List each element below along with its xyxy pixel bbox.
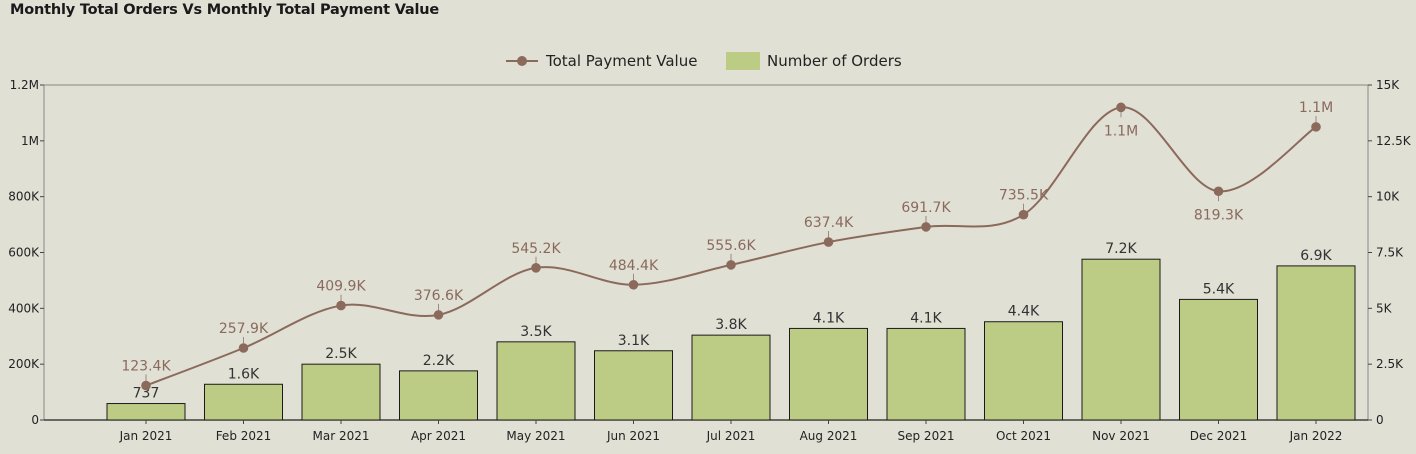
y-right-tick-label: 0 <box>1376 413 1384 427</box>
x-tick-label: Oct 2021 <box>996 429 1051 443</box>
legend-bar-swatch <box>726 52 760 70</box>
y-left-tick-label: 1.2M <box>10 78 39 92</box>
legend-label-bar: Number of Orders <box>767 52 902 70</box>
y-left-tick-label: 800K <box>8 190 40 204</box>
line-data-label: 1.1M <box>1104 123 1138 139</box>
y-right-tick-label: 2.5K <box>1376 357 1404 371</box>
bar-data-label: 3.5K <box>520 324 552 340</box>
line-point <box>823 237 834 247</box>
y-left-tick-label: 400K <box>8 301 40 315</box>
y-right-tick-label: 10K <box>1376 190 1400 204</box>
bar <box>789 327 868 421</box>
x-tick-label: Aug 2021 <box>800 429 858 443</box>
x-tick-label: Feb 2021 <box>216 429 272 443</box>
line-data-label: 1.1M <box>1299 100 1333 116</box>
bar <box>301 363 381 421</box>
line-point <box>1018 209 1029 220</box>
line-point <box>726 260 736 270</box>
bar-data-label: 6.9K <box>1300 248 1332 264</box>
bar <box>1081 258 1161 421</box>
x-tick-label: Jan 2021 <box>119 429 173 443</box>
bar-data-label: 2.5K <box>325 346 357 362</box>
bar <box>106 403 186 421</box>
y-left-tick-label: 0 <box>31 413 39 427</box>
bar-data-label: 4.1K <box>910 310 942 326</box>
line-data-label: 376.6K <box>414 288 464 304</box>
bar <box>984 321 1063 421</box>
bar-data-label: 7.2K <box>1105 241 1137 257</box>
y-left-tick-label: 200K <box>8 357 40 371</box>
bar-data-label: 5.4K <box>1203 281 1235 297</box>
x-tick-label: Sep 2021 <box>898 429 955 443</box>
bar-data-label: 4.4K <box>1008 304 1040 320</box>
bar-data-label: 3.1K <box>618 333 650 349</box>
y-right-tick-label: 12.5K <box>1376 134 1412 148</box>
y-left-tick-label: 600K <box>8 246 40 260</box>
line-data-label: 123.4K <box>121 359 171 375</box>
line-point <box>433 310 444 320</box>
x-tick-label: Nov 2021 <box>1092 429 1150 443</box>
line-data-label: 735.5K <box>999 188 1049 204</box>
x-tick-label: Jan 2022 <box>1289 429 1343 443</box>
bar-data-label: 3.8K <box>715 317 747 333</box>
bar <box>1276 265 1356 421</box>
line-data-label: 409.9K <box>316 279 366 295</box>
line-data-label: 484.4K <box>609 258 659 274</box>
line-data-label: 555.6K <box>706 238 756 254</box>
y-right-tick-label: 15K <box>1376 78 1400 92</box>
line-point <box>238 343 249 353</box>
line-data-label: 545.2K <box>511 241 561 257</box>
line-point <box>1213 186 1224 197</box>
line-data-label: 257.9K <box>219 321 269 337</box>
y-right-tick-label: 7.5K <box>1376 246 1404 260</box>
bar <box>886 327 966 421</box>
y-right-tick-label: 5K <box>1376 301 1393 315</box>
bar <box>594 350 673 421</box>
legend-label-line: Total Payment Value <box>545 52 697 70</box>
x-tick-label: Mar 2021 <box>313 429 370 443</box>
bar <box>496 341 576 421</box>
line-point <box>921 222 931 232</box>
bar <box>399 370 478 421</box>
bar <box>204 383 283 421</box>
line-point <box>628 279 639 290</box>
bar <box>691 334 771 421</box>
line-point <box>1311 122 1321 132</box>
line-point <box>531 262 541 273</box>
bar-data-label: 737 <box>133 386 160 402</box>
line-point <box>1116 102 1126 113</box>
line-point <box>141 380 151 391</box>
line-point <box>336 300 346 311</box>
y-left-tick-label: 1M <box>21 134 39 148</box>
x-tick-label: Apr 2021 <box>411 429 466 443</box>
line-data-label: 637.4K <box>804 215 854 231</box>
x-tick-label: May 2021 <box>506 429 565 443</box>
bar <box>1179 298 1258 421</box>
legend-line-marker <box>517 56 527 66</box>
x-tick-label: Jun 2021 <box>606 429 660 443</box>
bar-data-label: 4.1K <box>813 310 845 326</box>
x-tick-label: Jul 2021 <box>706 429 756 443</box>
chart-title: Monthly Total Orders Vs Monthly Total Pa… <box>10 2 440 18</box>
line-data-label: 819.3K <box>1194 207 1244 223</box>
bar-data-label: 2.2K <box>423 353 455 369</box>
line-data-label: 691.7K <box>901 200 951 216</box>
x-tick-label: Dec 2021 <box>1190 429 1248 443</box>
bar-data-label: 1.6K <box>228 366 260 382</box>
